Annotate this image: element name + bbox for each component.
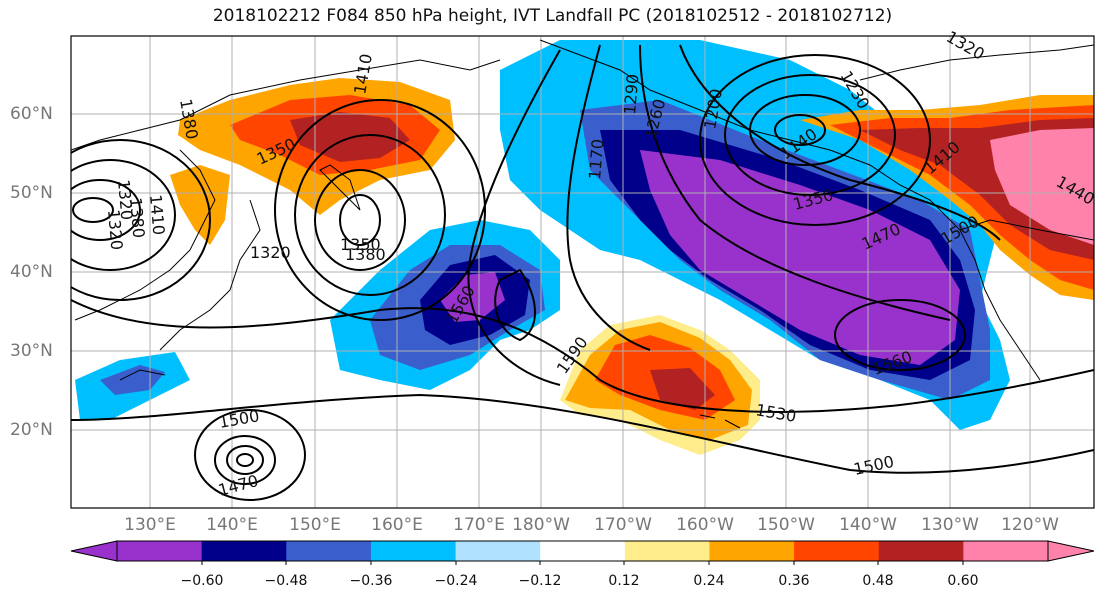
lon-label-140e: 140°E xyxy=(206,515,258,535)
colorbar-tick-label: 0.36 xyxy=(778,573,810,589)
lon-label-140w: 140°W xyxy=(839,515,897,535)
colorbar-bin xyxy=(624,541,710,561)
contour-label: 1290 xyxy=(620,73,642,115)
colorbar-tick-label: 0.12 xyxy=(608,573,640,589)
colorbar-bin xyxy=(878,541,964,561)
lon-label-160e: 160°E xyxy=(371,515,423,535)
contour-label: 1410 xyxy=(146,194,168,236)
lat-label-20n: 20°N xyxy=(10,420,53,440)
colorbar-bin xyxy=(370,541,457,561)
ivt-positive-na-pink xyxy=(990,128,1094,245)
colorbar-bin xyxy=(963,541,1049,561)
colorbar-bin xyxy=(286,541,372,561)
colorbar-tick-label: 0.60 xyxy=(947,573,979,589)
colorbar-extend-low xyxy=(70,540,118,562)
lon-label-160w: 160°W xyxy=(676,515,734,535)
lon-label-130e: 130°E xyxy=(124,515,176,535)
ivt-positive-sakhalin xyxy=(170,165,230,245)
map-title: 2018102212 F084 850 hPa height, IVT Land… xyxy=(212,6,893,26)
colorbar-extend-high xyxy=(1047,540,1095,562)
height-contours xyxy=(71,44,1094,501)
colorbar-ticks xyxy=(201,561,964,565)
lon-label-120w: 120°W xyxy=(1001,515,1059,535)
contour-label: 1380 xyxy=(126,197,148,239)
map-gridlines xyxy=(71,36,1094,508)
lat-label-60n: 60°N xyxy=(10,104,53,124)
colorbar-tick-label: −0.36 xyxy=(349,573,393,589)
lon-label-180w: 180°W xyxy=(512,515,570,535)
lon-label-150w: 150°W xyxy=(757,515,815,535)
colorbar xyxy=(70,540,1095,562)
lat-label-30n: 30°N xyxy=(10,341,53,361)
colorbar-bin xyxy=(540,541,626,561)
colorbar-tick-label: 0.48 xyxy=(862,573,894,589)
ivt-negative-philippine-core xyxy=(100,365,165,395)
colorbar-tick-label: −0.60 xyxy=(180,573,224,589)
ivt-negative-core-purple xyxy=(640,150,960,365)
contour-label: 1320 xyxy=(250,243,291,262)
colorbar-bin xyxy=(117,541,203,561)
colorbar-tick-label: −0.48 xyxy=(264,573,308,589)
lon-label-130w: 130°W xyxy=(921,515,979,535)
colorbar-tick-label: 0.24 xyxy=(693,573,725,589)
colorbar-tick-label: −0.24 xyxy=(434,573,478,589)
lat-label-40n: 40°N xyxy=(10,262,53,282)
lon-label-150e: 150°E xyxy=(289,515,341,535)
contour-label: 1320 xyxy=(104,209,126,251)
contour-label: 1380 xyxy=(345,245,386,264)
contour-label: 1320 xyxy=(114,179,136,221)
colorbar-bin xyxy=(201,541,287,561)
colorbar-outline xyxy=(116,540,1049,562)
colorbar-bin xyxy=(455,541,541,561)
lon-label-170e: 170°E xyxy=(453,515,505,535)
contour-label: 1170 xyxy=(585,138,607,180)
colorbar-tick-label: −0.12 xyxy=(518,573,562,589)
contour-label: 1350 xyxy=(340,235,381,254)
colorbar-bin xyxy=(794,541,880,561)
map-frame xyxy=(70,35,1095,509)
lat-label-50n: 50°N xyxy=(10,183,53,203)
colorbar-bin xyxy=(709,541,795,561)
lon-label-170w: 170°W xyxy=(594,515,652,535)
ivt-positive-hawaii-dark xyxy=(650,368,715,410)
